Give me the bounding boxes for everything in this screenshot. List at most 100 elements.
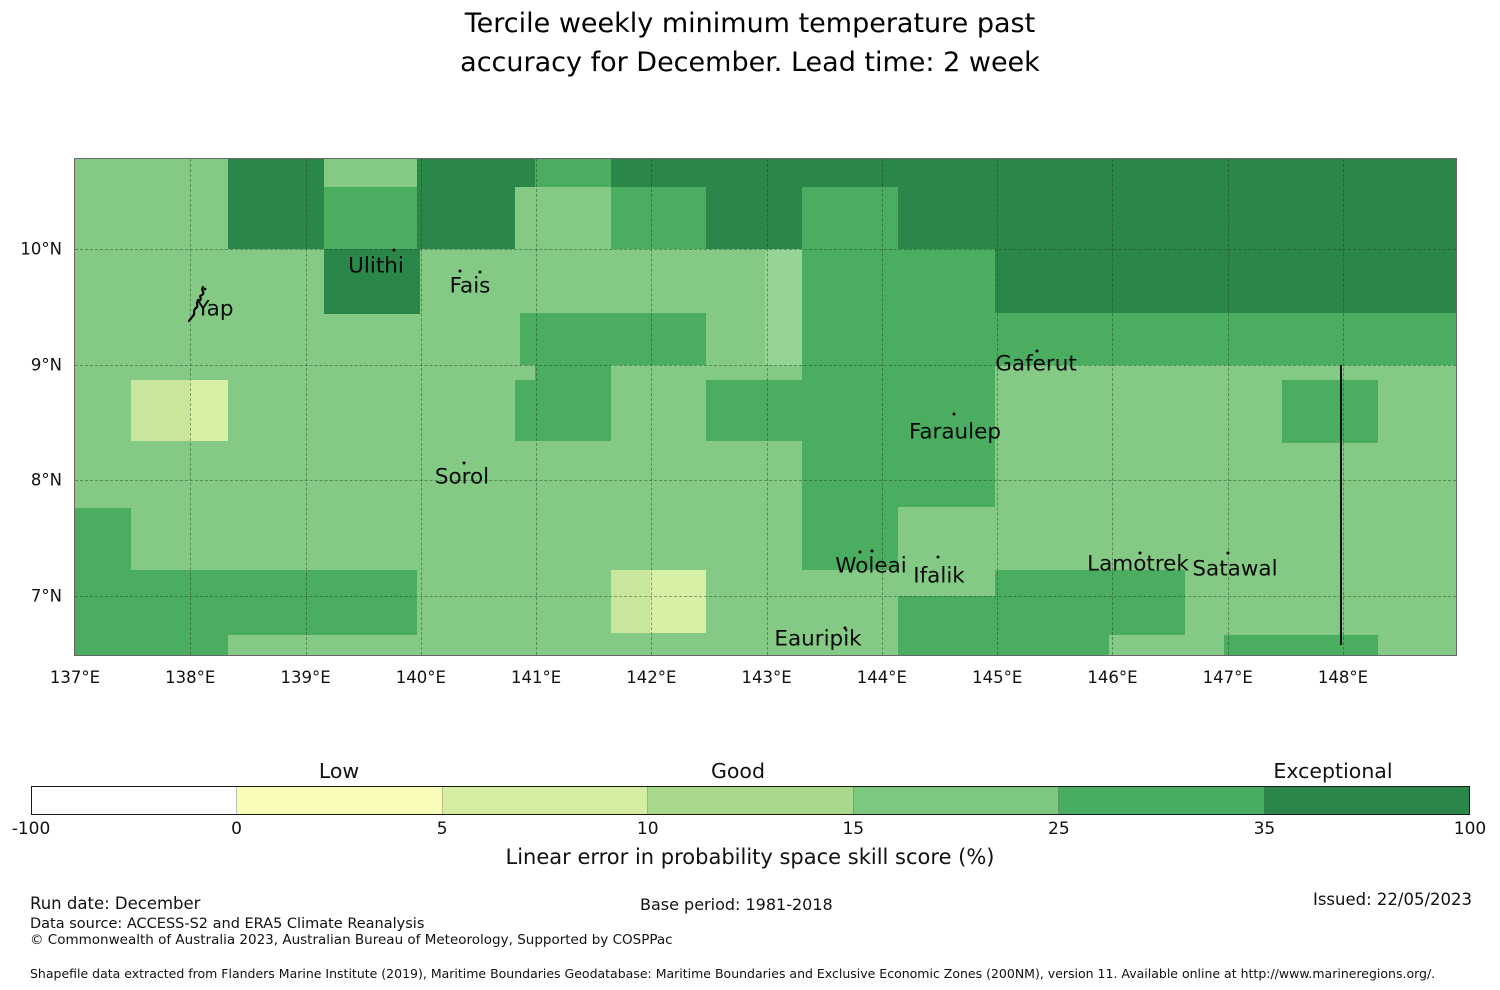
heatmap-cell xyxy=(802,186,899,249)
x-tick-label: 144°E xyxy=(856,668,907,687)
gridline-vertical xyxy=(536,159,538,655)
gridline-vertical xyxy=(305,159,307,655)
x-tick-label: 148°E xyxy=(1317,668,1369,687)
colorbar-zone-low: Low xyxy=(318,759,360,783)
x-tick-label: 143°E xyxy=(741,668,792,687)
heatmap-cell xyxy=(611,570,651,633)
colorbar-tick-label: 35 xyxy=(1253,819,1276,839)
issued-text: Issued: 22/05/2023 xyxy=(1312,890,1472,909)
colorbar-segment xyxy=(32,787,238,814)
heatmap-cell xyxy=(515,379,535,441)
island-label: Satawal xyxy=(1192,556,1278,582)
colorbar-tick-label: 100 xyxy=(1453,819,1487,839)
colorbar-tick-label: 5 xyxy=(436,819,448,839)
heatmap-cell xyxy=(650,570,706,633)
colorbar-caption: Linear error in probability space skill … xyxy=(505,845,995,869)
gridline-vertical xyxy=(766,159,768,655)
island-marker-dot xyxy=(458,269,462,273)
island-label: Ifalik xyxy=(913,563,965,589)
gridline-vertical xyxy=(1112,159,1114,655)
colorbar-zone-exceptional: Exceptional xyxy=(1273,759,1393,783)
gridline-vertical xyxy=(1227,159,1229,655)
chart-title: Tercile weekly minimum temperature past … xyxy=(0,4,1500,82)
island-label: Yap xyxy=(196,296,234,322)
heatmap-cell xyxy=(802,249,995,507)
heatmap-cell xyxy=(994,634,1109,655)
island-label: Lamotrek xyxy=(1087,551,1189,577)
colorbar-tick-label: -100 xyxy=(11,819,51,839)
heatmap-cell xyxy=(611,159,995,187)
island-label: Ulithi xyxy=(348,253,404,279)
island-marker-dot xyxy=(936,555,940,559)
x-tick-label: 139°E xyxy=(280,668,331,687)
heatmap-cell xyxy=(994,570,1186,635)
island-label: Sorol xyxy=(434,464,490,490)
island-label: Gaferut xyxy=(995,351,1077,377)
island-marker-dot xyxy=(843,626,847,630)
colorbar-tick-label: 25 xyxy=(1048,819,1070,839)
colorbar-segment xyxy=(648,787,854,814)
gridline-vertical xyxy=(420,159,422,655)
x-tick-label: 142°E xyxy=(626,668,677,687)
island-marker-dot xyxy=(1035,349,1039,353)
island-marker-dot xyxy=(478,270,482,274)
base-period-text: Base period: 1981-2018 xyxy=(640,895,833,914)
run-date-text: Run date: December xyxy=(30,894,201,913)
heatmap-cell xyxy=(765,249,803,365)
heatmap-cell xyxy=(75,507,132,655)
y-tick-label: 8°N xyxy=(30,470,62,490)
island-label: Fais xyxy=(449,273,491,299)
heatmap-cell xyxy=(519,312,706,365)
island-marker-dot xyxy=(1226,551,1230,555)
heatmap-cell xyxy=(131,570,418,635)
map-panel: Yap Ulithi Fais Sorol Gaferut Faraulep Woleai I… xyxy=(74,158,1457,656)
chart-title-line2: accuracy for December. Lead time: 2 week xyxy=(460,47,1040,78)
heatmap-cell xyxy=(417,159,535,187)
x-tick-label: 138°E xyxy=(165,668,216,687)
colorbar-segment xyxy=(1059,787,1265,814)
heatmap-cell xyxy=(802,506,899,571)
x-tick-label: 147°E xyxy=(1202,668,1253,687)
copyright-text: © Commonwealth of Australia 2023, Austra… xyxy=(30,932,673,948)
x-tick-label: 140°E xyxy=(395,668,446,687)
x-tick-label: 146°E xyxy=(1087,668,1138,687)
island-label: Eauripik xyxy=(774,626,862,652)
island-marker-dot xyxy=(952,412,956,416)
heatmap-cell xyxy=(994,159,1456,313)
heatmap-cell xyxy=(131,379,191,441)
colorbar-zone-good: Good xyxy=(711,759,765,783)
colorbar-tick-label: 0 xyxy=(231,819,242,839)
colorbar-segment xyxy=(442,787,649,814)
colorbar-segment xyxy=(853,787,1060,814)
y-tick-label: 9°N xyxy=(30,355,62,375)
gridline-vertical xyxy=(1342,159,1344,655)
gridline-horizontal xyxy=(75,249,1456,250)
colorbar-segment xyxy=(237,787,443,814)
eez-boundary-line xyxy=(1340,365,1342,645)
yap-island-shape xyxy=(187,285,207,323)
heatmap-cell xyxy=(190,379,229,441)
heatmap-cell xyxy=(417,186,516,249)
y-tick-label: 7°N xyxy=(30,586,62,606)
heatmap-cell xyxy=(534,364,611,441)
gridline-horizontal xyxy=(75,364,1456,366)
island-marker-dot xyxy=(870,549,874,553)
heatmap-cell xyxy=(898,186,995,249)
island-label: Woleai xyxy=(835,553,907,579)
heatmap-cell xyxy=(323,186,418,249)
colorbar-tick-label: 15 xyxy=(842,819,865,839)
x-tick-label: 137°E xyxy=(49,668,101,687)
colorbar xyxy=(31,786,1470,815)
island-marker-dot xyxy=(1138,551,1142,555)
shapefile-attribution-text: Shapefile data extracted from Flanders M… xyxy=(30,966,1436,981)
gridline-vertical xyxy=(651,159,653,655)
chart-title-line1: Tercile weekly minimum temperature past xyxy=(464,8,1036,39)
heatmap-cell xyxy=(323,249,420,314)
island-marker-dot xyxy=(858,550,862,554)
gridline-vertical xyxy=(881,159,883,655)
y-tick-label: 10°N xyxy=(20,239,62,259)
gridline-vertical xyxy=(190,159,192,655)
island-marker-dot xyxy=(462,461,466,465)
x-tick-label: 145°E xyxy=(972,668,1023,687)
